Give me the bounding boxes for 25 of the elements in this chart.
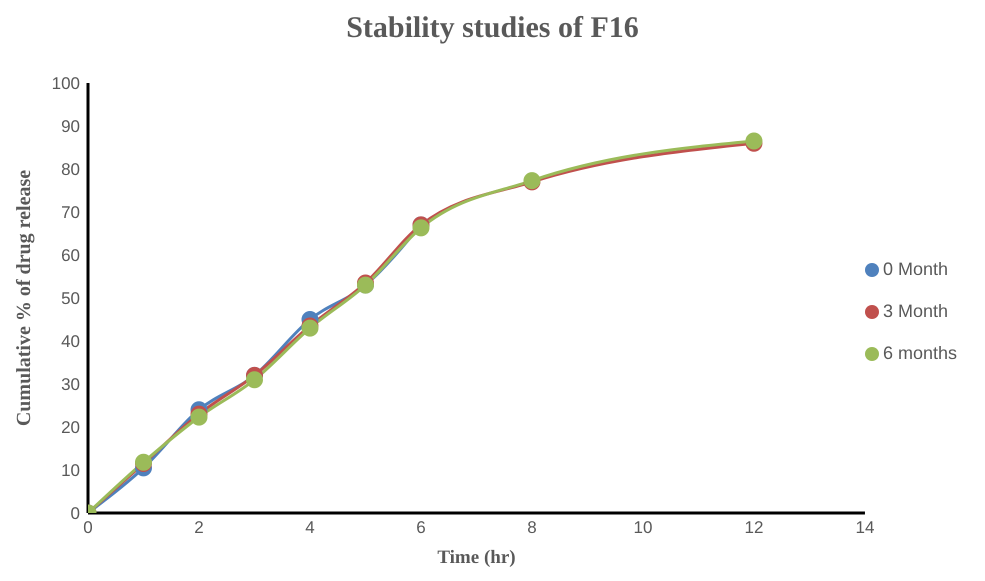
y-tick-label: 50 xyxy=(61,289,80,308)
y-tick-label: 10 xyxy=(61,461,80,480)
y-tick-label: 20 xyxy=(61,418,80,438)
y-tick-label: 60 xyxy=(61,246,80,266)
legend-label: 3 Month xyxy=(882,300,948,320)
chart-title: Stability studies of F16 xyxy=(345,10,640,46)
y-tick-label: 100 xyxy=(52,74,80,94)
y-tick-label: 80 xyxy=(61,160,80,180)
x-tick-label: 2 xyxy=(194,518,204,538)
y-tick-label: 0 xyxy=(70,504,80,524)
y-tick-label: 40 xyxy=(61,332,80,352)
legend-label: 0 Month xyxy=(882,258,948,278)
x-tick-label: 8 xyxy=(527,518,537,538)
y-tick-label: 70 xyxy=(61,203,80,222)
x-tick-label: 14 xyxy=(855,518,874,538)
x-tick-label: 12 xyxy=(744,518,764,538)
y-tick-label: 90 xyxy=(61,117,80,136)
x-tick-label: 4 xyxy=(305,518,315,538)
y-tick-label: 30 xyxy=(61,375,80,394)
x-tick-label: 10 xyxy=(634,518,652,538)
x-tick-label: 6 xyxy=(416,518,426,538)
x-axis-title: Time (hr) xyxy=(437,547,516,568)
y-axis-title: Cumulative % of drug release xyxy=(13,170,36,426)
x-tick-label: 0 xyxy=(83,518,93,538)
legend-label: 6 months xyxy=(882,342,957,362)
